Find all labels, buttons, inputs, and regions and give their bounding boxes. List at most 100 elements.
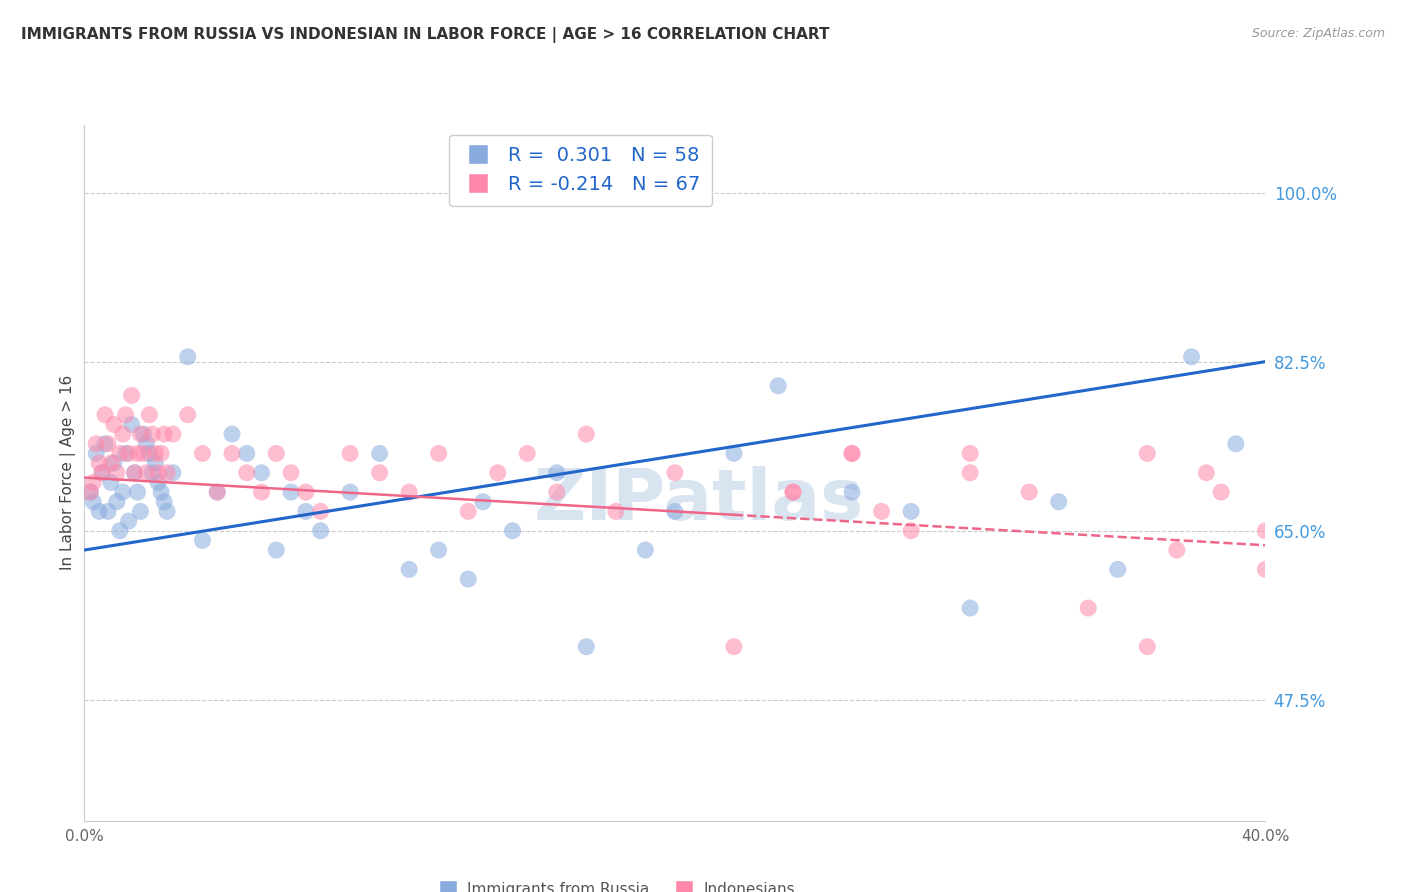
Point [156,466,179,480]
Point [295,485,318,500]
Point [309,504,332,518]
Point [723,446,745,460]
Point [121,388,143,402]
Point [94,437,117,451]
Point [368,466,391,480]
Point [870,504,893,518]
Point [1254,524,1277,538]
Point [91,466,114,480]
Point [129,504,152,518]
Point [900,504,922,518]
Point [900,524,922,538]
Point [472,494,495,508]
Point [84,446,107,460]
Point [427,446,450,460]
Point [205,485,228,500]
Text: Source: ZipAtlas.com: Source: ZipAtlas.com [1251,27,1385,40]
Point [114,408,136,422]
Point [250,485,273,500]
Point [124,466,146,480]
Point [782,485,804,500]
Point [236,446,259,460]
Point [782,485,804,500]
Point [132,446,155,460]
Point [502,524,524,538]
Point [162,466,184,480]
Point [79,485,101,500]
Point [1181,350,1204,364]
Point [768,378,790,392]
Point [91,466,114,480]
Point [841,446,863,460]
Point [486,466,509,480]
Point [1225,437,1247,451]
Point [575,427,598,442]
Point [546,485,568,500]
Point [1047,494,1070,508]
Point [105,466,128,480]
Point [89,456,111,470]
Point [79,485,101,500]
Point [150,485,173,500]
Point [121,417,143,432]
Point [280,466,302,480]
Point [148,475,170,490]
Point [143,446,166,460]
Point [97,504,120,518]
Point [138,408,160,422]
Point [959,601,981,615]
Point [236,466,259,480]
Point [339,446,361,460]
Point [634,543,657,558]
Point [1166,543,1188,558]
Point [1209,485,1232,500]
Point [135,466,157,480]
Point [162,427,184,442]
Point [339,485,361,500]
Point [1136,446,1159,460]
Point [132,427,155,442]
Point [141,466,163,480]
Point [105,494,128,508]
Y-axis label: In Labor Force | Age > 16: In Labor Force | Age > 16 [60,376,76,570]
Point [150,446,173,460]
Point [723,640,745,654]
Text: IMMIGRANTS FROM RUSSIA VS INDONESIAN IN LABOR FORCE | AGE > 16 CORRELATION CHART: IMMIGRANTS FROM RUSSIA VS INDONESIAN IN … [21,27,830,43]
Point [221,446,243,460]
Point [1254,562,1277,576]
Point [177,350,200,364]
Point [368,446,391,460]
Point [103,456,125,470]
Point [1136,640,1159,654]
Point [135,437,157,451]
Point [1107,562,1129,576]
Point [280,485,302,500]
Point [100,475,122,490]
Point [664,466,686,480]
Point [143,456,166,470]
Point [153,427,176,442]
Point [664,504,686,518]
Point [575,640,598,654]
Point [124,466,146,480]
Point [264,446,288,460]
Point [100,456,122,470]
Legend: Immigrants from Russia, Indonesians: Immigrants from Russia, Indonesians [430,876,801,892]
Point [457,572,479,586]
Point [111,485,134,500]
Point [94,408,117,422]
Point [309,524,332,538]
Point [1195,466,1218,480]
Point [148,466,170,480]
Point [97,437,120,451]
Point [1018,485,1040,500]
Point [427,543,450,558]
Point [398,562,420,576]
Point [129,427,152,442]
Point [108,524,131,538]
Point [457,504,479,518]
Point [516,446,538,460]
Point [153,494,176,508]
Point [84,437,107,451]
Point [118,514,141,528]
